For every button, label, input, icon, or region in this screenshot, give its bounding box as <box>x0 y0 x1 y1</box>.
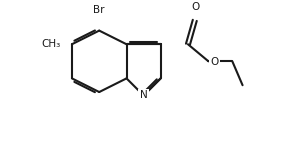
Text: N: N <box>140 90 148 100</box>
Text: O: O <box>210 57 218 67</box>
Text: Br: Br <box>93 5 105 15</box>
Text: CH₃: CH₃ <box>41 39 61 49</box>
Text: O: O <box>191 2 200 12</box>
